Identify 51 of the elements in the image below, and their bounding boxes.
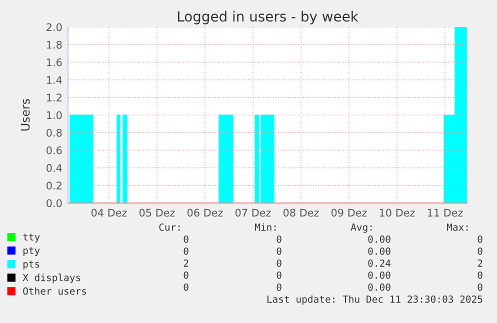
- text: 0.00: [368, 271, 390, 279]
- y-tick-label: 1.8: [47, 40, 62, 49]
- text: Max:: [446, 224, 468, 231]
- text: Last update: Thu Dec 11 23:30:03 2025: [267, 295, 482, 305]
- y-tick-label: 0.6: [46, 146, 62, 154]
- x-tick-label: 06 Dez: [187, 208, 223, 217]
- x-tick-label: 07 Dez: [235, 208, 271, 217]
- text: 0: [184, 283, 188, 291]
- text: 2: [184, 259, 188, 267]
- text: 0: [184, 271, 188, 279]
- text: 0.00: [368, 247, 390, 255]
- text: 0: [276, 247, 282, 255]
- text: 0: [478, 235, 482, 243]
- y-tick-label: 2.0: [46, 23, 62, 32]
- legend-label: pty: [23, 247, 40, 256]
- x-tick-label: 11 Dez: [428, 208, 463, 217]
- y-axis-title: Users: [20, 99, 30, 131]
- x-tick-label: 08 Dez: [283, 208, 319, 217]
- y-tick-label: 1.6: [47, 58, 62, 66]
- text: 0: [478, 247, 482, 255]
- text: 0: [276, 283, 282, 291]
- legend-label: Other users: [23, 287, 86, 295]
- y-tick-label: 0.0: [46, 199, 62, 208]
- x-tick-label: 09 Dez: [331, 208, 367, 217]
- text: Cur:: [159, 223, 180, 231]
- x-tick-label: 05 Dez: [139, 208, 175, 217]
- y-tick-label: 1.4: [47, 76, 62, 84]
- text: 0: [184, 247, 188, 255]
- y-tick-label: 0.2: [46, 182, 62, 190]
- text: 0: [184, 235, 188, 243]
- text: 0.00: [368, 283, 390, 291]
- legend-label: tty: [23, 234, 40, 242]
- text: 0.24: [368, 259, 391, 267]
- legend-label: X displays: [22, 274, 80, 284]
- text: 0.00: [368, 235, 390, 243]
- legend-label: pts: [23, 260, 40, 270]
- x-tick-label: 10 Dez: [380, 208, 415, 217]
- text: Avg:: [350, 224, 372, 233]
- text: 0: [276, 235, 282, 243]
- chart-title: Logged in users - by week: [178, 10, 358, 24]
- y-tick-label: 1.0: [47, 111, 62, 120]
- text: 0: [478, 283, 482, 291]
- y-tick-label: 1.2: [47, 94, 62, 102]
- text: 0: [276, 259, 282, 267]
- y-tick-label: 0.4: [46, 164, 62, 172]
- text: 0: [276, 271, 282, 279]
- text: Min:: [254, 223, 276, 231]
- text: 2: [478, 259, 482, 267]
- y-tick-label: 0.8: [46, 128, 62, 137]
- text: 0: [478, 271, 482, 279]
- x-tick-label: 04 Dez: [91, 208, 127, 217]
